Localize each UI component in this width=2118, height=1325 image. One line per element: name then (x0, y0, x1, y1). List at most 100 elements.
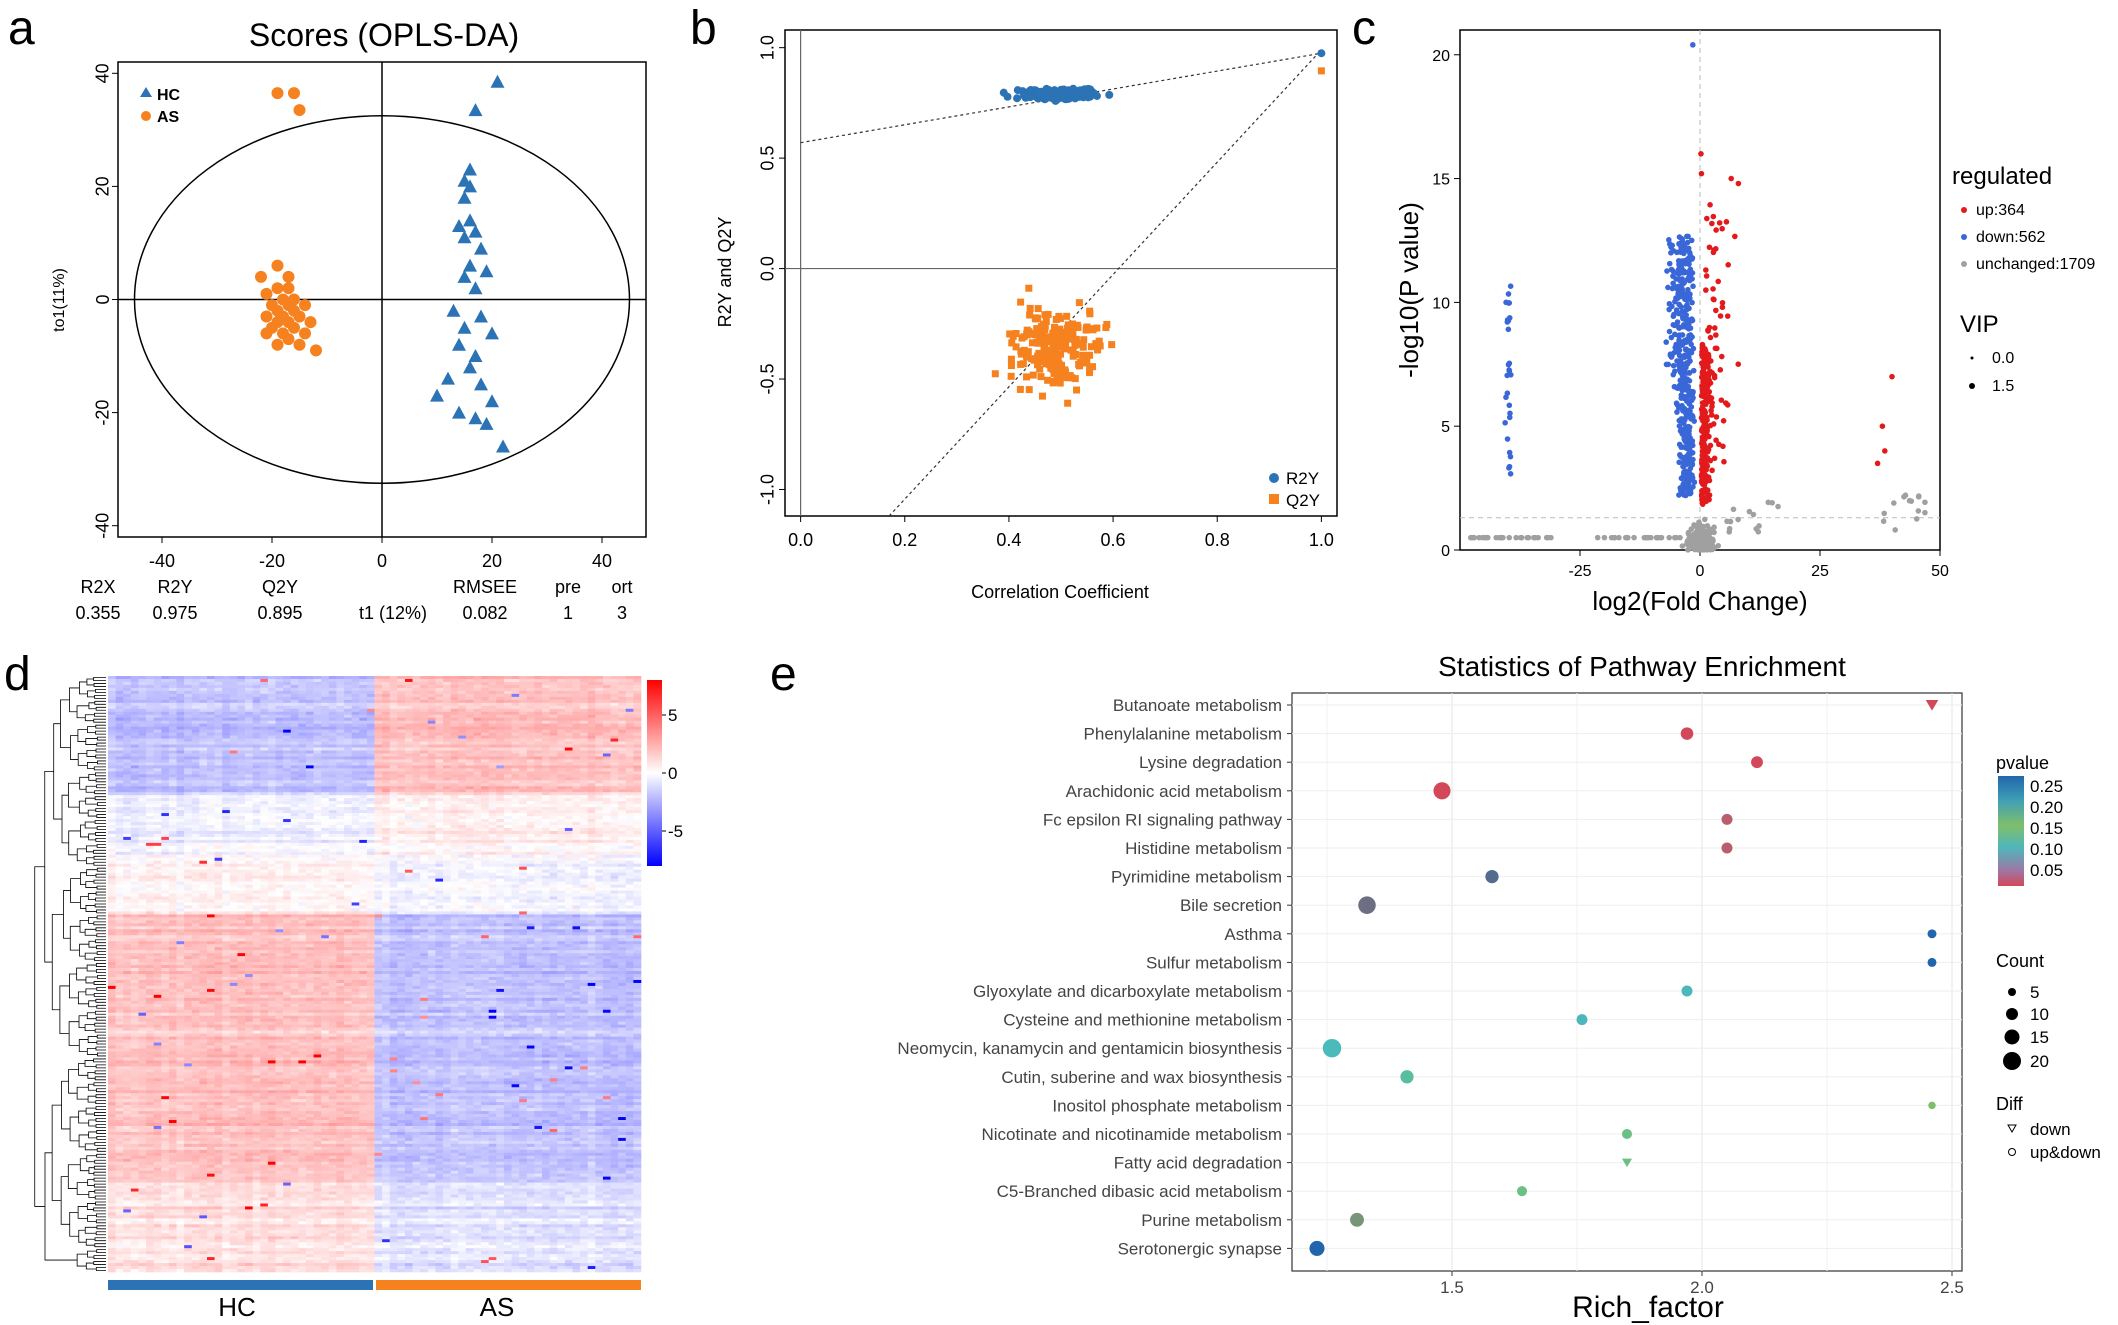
heatmap-cell (267, 726, 276, 730)
volcano-down-point (1683, 324, 1690, 330)
heatmap-cell (328, 732, 337, 736)
heatmap-cell (146, 807, 154, 811)
heatmap-cell (465, 768, 474, 772)
heatmap-cell (465, 744, 474, 748)
heatmap-cell (481, 723, 490, 727)
heatmap-cell (123, 777, 132, 781)
r2y-permutation-point (1053, 91, 1062, 100)
heatmap-cell (534, 741, 543, 745)
heatmap-cell (222, 726, 231, 730)
heatmap-cell (473, 738, 482, 742)
dendrogram-branch (94, 957, 106, 961)
volcano-up-point (1706, 357, 1713, 364)
dendrogram-branch (70, 878, 81, 903)
heatmap-cell (214, 795, 223, 799)
heatmap-cell (191, 807, 200, 811)
hc-point (463, 258, 477, 272)
heatmap-cell (184, 676, 193, 680)
heatmap-cell (336, 801, 345, 805)
heatmap-cell (511, 768, 520, 772)
heatmap-cell (564, 684, 573, 689)
heatmap-cell (542, 711, 550, 716)
dendrogram-branch (96, 867, 106, 872)
dendrogram-branch (88, 1131, 97, 1139)
heatmap-cell (511, 789, 520, 793)
heatmap-cell (305, 774, 314, 778)
q2y-permutation-point (1064, 399, 1072, 407)
heatmap-cell (534, 756, 543, 760)
heatmap-cell (222, 765, 231, 769)
heatmap-cell (511, 792, 520, 796)
heatmap-cell (473, 789, 482, 793)
heatmap-cell (168, 717, 177, 721)
heatmap-cell (275, 780, 284, 784)
heatmap-cell (564, 741, 573, 745)
q2y-permutation-point (1023, 353, 1031, 361)
heatmap-cell (130, 738, 139, 742)
q2y-permutation-point (1052, 365, 1060, 373)
dendrogram-branch (86, 845, 98, 853)
heatmap-cell (397, 738, 406, 742)
heatmap-cell (108, 807, 116, 811)
heatmap-cell (298, 714, 307, 719)
heatmap-cell (450, 804, 459, 808)
heatmap-cell (267, 696, 276, 701)
panel-b-xtick-label: 1.0 (1309, 530, 1334, 550)
heatmap-cell (435, 780, 444, 784)
heatmap-cell (161, 681, 170, 686)
heatmap-cell (275, 684, 284, 689)
heatmap-cell (511, 684, 520, 689)
volcano-down-point (1678, 392, 1685, 398)
heatmap-cell (222, 714, 231, 719)
heatmap-cell (526, 792, 535, 796)
dendrogram-branch (95, 1046, 106, 1051)
heatmap-cell (580, 804, 588, 808)
heatmap-cell (602, 768, 611, 772)
heatmap-cell (389, 693, 398, 698)
heatmap-cell (222, 696, 231, 701)
heatmap-cell (610, 714, 619, 719)
heatmap-cell (344, 678, 352, 683)
heatmap-cell (595, 795, 604, 799)
heatmap-cell (542, 696, 550, 701)
heatmap-cell (389, 756, 398, 760)
heatmap-cell (633, 690, 642, 695)
heatmap-cell (267, 741, 276, 745)
heatmap-cell (229, 786, 238, 790)
heatmap-cell (298, 753, 307, 757)
volcano-down-point (1680, 250, 1687, 257)
heatmap-cell (450, 714, 459, 719)
heatmap-cell (321, 780, 330, 784)
volcano-unchanged-point (1693, 534, 1700, 540)
heatmap-cell (237, 723, 246, 727)
heatmap-cell (397, 729, 406, 733)
heatmap-cell (404, 756, 413, 760)
regression-line-q2y (888, 49, 1322, 517)
heatmap-cell (191, 696, 200, 701)
heatmap-cell (176, 696, 185, 701)
heatmap-cell (473, 783, 482, 787)
heatmap-cell (313, 702, 322, 707)
heatmap-cell (153, 723, 162, 727)
heatmap-cell (618, 759, 627, 763)
heatmap-cell (351, 705, 360, 710)
heatmap-cell (397, 693, 406, 698)
heatmap-cell (366, 687, 375, 692)
heatmap-cell (252, 795, 261, 799)
heatmap-cell (488, 765, 497, 769)
heatmap-cell (199, 720, 208, 724)
heatmap-cell (229, 762, 238, 766)
heatmap-cell (298, 747, 307, 751)
heatmap-cell (305, 777, 314, 781)
heatmap-cell (481, 678, 490, 683)
volcano-down-point (1670, 362, 1677, 369)
heatmap-cell (633, 699, 642, 704)
heatmap-cell (153, 747, 162, 751)
heatmap-cell (587, 726, 596, 730)
heatmap-cell (123, 678, 132, 683)
heatmap-cell (564, 744, 573, 748)
q2y-permutation-point (1049, 379, 1057, 387)
heatmap-cell (298, 687, 307, 692)
heatmap-cell (298, 783, 307, 787)
volcano-unchanged-point (1616, 534, 1622, 541)
